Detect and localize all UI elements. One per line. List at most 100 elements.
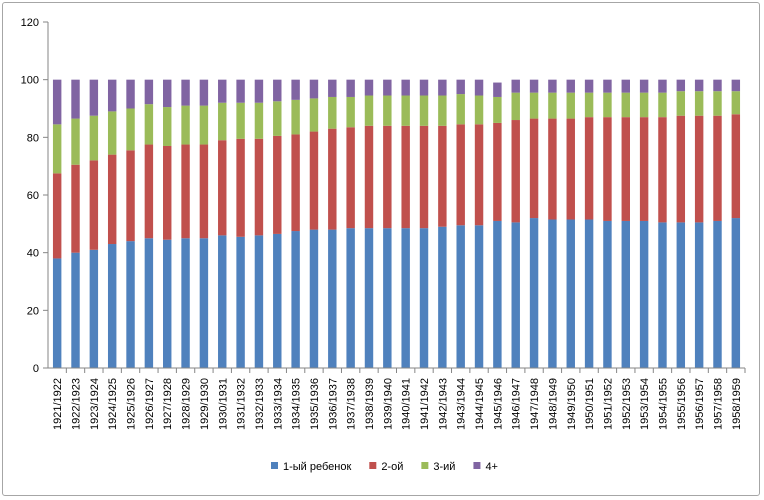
- x-tick-label: 1945/1946: [492, 378, 504, 430]
- bars-layer: [52, 79, 741, 368]
- bar-segment-1: [364, 228, 374, 368]
- bar-segment-2: [309, 131, 319, 230]
- bar-segment-2: [328, 128, 337, 230]
- bar-segment-3: [639, 92, 649, 118]
- bar-segment-2: [291, 134, 300, 232]
- bar-segment-3: [566, 92, 575, 119]
- bar-segment-4: [621, 79, 630, 93]
- bar-segment-2: [639, 117, 649, 221]
- bar-segment-2: [548, 118, 557, 220]
- bar-segment-2: [364, 125, 374, 229]
- x-tick-label: 1946/1947: [511, 378, 523, 430]
- x-tick-label: 1950/1951: [584, 378, 596, 430]
- bar-segment-2: [218, 140, 227, 236]
- bar-segment-2: [566, 118, 575, 220]
- bar-segment-3: [236, 102, 245, 139]
- bar-segment-2: [584, 117, 594, 220]
- bar-segment-2: [199, 144, 209, 239]
- x-tick-label: 1952/1953: [621, 378, 633, 430]
- bar-segment-4: [144, 79, 154, 105]
- bar-segment-3: [676, 91, 686, 116]
- bar-segment-1: [273, 233, 282, 368]
- bar-segment-1: [676, 222, 686, 368]
- bar-segment-4: [731, 79, 741, 92]
- bar-segment-4: [548, 79, 557, 93]
- bar-segment-2: [529, 118, 539, 219]
- bar-segment-4: [254, 79, 264, 103]
- bar-segment-2: [52, 173, 62, 259]
- bar-segment-1: [658, 222, 667, 368]
- bar-segment-4: [364, 79, 374, 96]
- bar-segment-4: [181, 79, 190, 106]
- x-tick-label: 1958/1959: [731, 378, 743, 430]
- bar-segment-3: [199, 105, 209, 145]
- bar-segment-4: [328, 79, 337, 97]
- bar-segment-2: [713, 115, 722, 221]
- bar-segment-1: [328, 229, 337, 368]
- bar-segment-3: [438, 95, 447, 126]
- bar-segment-2: [621, 117, 630, 221]
- bar-segment-4: [401, 79, 410, 96]
- y-tick-label: 40: [27, 248, 39, 260]
- bar-segment-1: [621, 220, 630, 368]
- bar-segment-1: [584, 219, 594, 368]
- x-tick-label: 1942/1943: [437, 378, 449, 430]
- bar-segment-2: [236, 138, 245, 237]
- bar-segment-1: [126, 241, 135, 368]
- x-tick-label: 1935/1936: [309, 378, 321, 430]
- bar-segment-3: [52, 124, 62, 174]
- bar-segment-4: [456, 79, 465, 95]
- bar-segment-4: [511, 79, 520, 93]
- x-tick-label: 1944/1945: [474, 378, 486, 430]
- x-tick-label: 1937/1938: [346, 378, 358, 430]
- bar-segment-2: [273, 135, 282, 234]
- bar-segment-4: [199, 79, 209, 106]
- y-tick-label: 80: [27, 132, 39, 144]
- bar-segment-3: [419, 95, 429, 126]
- bar-segment-3: [181, 105, 190, 145]
- bar-segment-2: [163, 145, 172, 240]
- bar-segment-3: [291, 99, 300, 135]
- bar-segment-3: [89, 115, 99, 161]
- bar-segment-4: [107, 79, 117, 112]
- bar-segment-1: [474, 225, 484, 368]
- x-tick-label: 1927/1928: [162, 378, 174, 430]
- bar-segment-4: [383, 79, 392, 96]
- bar-segment-1: [218, 235, 227, 368]
- x-tick-label: 1924/1925: [107, 378, 119, 430]
- bar-segment-3: [474, 95, 484, 125]
- x-tick-label: 1926/1927: [144, 378, 156, 430]
- x-tick-label: 1936/1937: [327, 378, 339, 430]
- x-tick-label: 1956/1957: [694, 378, 706, 430]
- bar-segment-1: [419, 228, 429, 368]
- bar-segment-1: [529, 218, 539, 368]
- bar-segment-1: [438, 226, 447, 368]
- bar-segment-3: [346, 96, 355, 128]
- bar-segment-4: [566, 79, 575, 93]
- bar-segment-4: [639, 79, 649, 93]
- bar-segment-2: [126, 150, 135, 242]
- bar-segment-2: [107, 154, 117, 245]
- bar-segment-3: [658, 92, 667, 118]
- x-tick-label: 1938/1939: [364, 378, 376, 430]
- bar-segment-1: [89, 249, 99, 368]
- x-tick-label: 1940/1941: [401, 378, 413, 430]
- bar-segment-1: [713, 220, 722, 368]
- bar-segment-2: [658, 117, 667, 223]
- x-tick-label: 1939/1940: [382, 378, 394, 430]
- y-tick-label: 0: [33, 363, 39, 375]
- bar-segment-1: [346, 228, 355, 368]
- bar-segment-4: [236, 79, 245, 103]
- x-tick-label: 1947/1948: [529, 378, 541, 430]
- y-tick-label: 60: [27, 190, 39, 202]
- legend: 1-ый ребенок 2-ой 3-ий 4+: [271, 461, 498, 473]
- bar-segment-4: [603, 79, 612, 93]
- x-tick-label: 1923/1924: [89, 378, 101, 430]
- bar-segment-4: [126, 79, 135, 109]
- bar-segment-4: [658, 79, 667, 93]
- bar-segment-4: [309, 79, 319, 99]
- bar-segment-2: [71, 164, 80, 253]
- bar-segment-1: [52, 258, 62, 368]
- bar-segment-2: [676, 115, 686, 223]
